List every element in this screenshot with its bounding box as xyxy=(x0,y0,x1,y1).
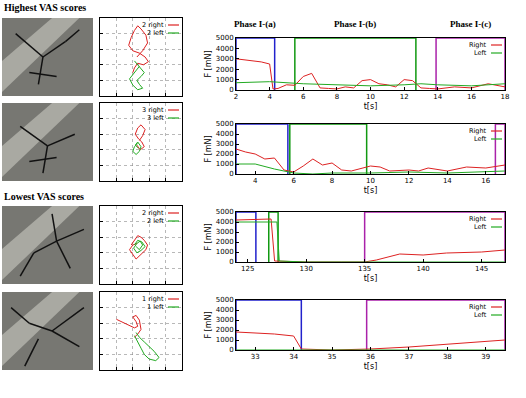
svg-text:3 right: 3 right xyxy=(142,106,164,114)
svg-text:0: 0 xyxy=(229,170,233,178)
svg-text:0: 0 xyxy=(229,258,233,266)
svg-text:Phase I-(b): Phase I-(b) xyxy=(334,19,376,29)
svg-text:Left: Left xyxy=(474,223,487,231)
svg-text:2 left: 2 left xyxy=(147,217,164,225)
svg-text:4000: 4000 xyxy=(216,306,234,314)
svg-text:34: 34 xyxy=(289,353,298,361)
svg-text:1000: 1000 xyxy=(216,336,234,344)
svg-text:10: 10 xyxy=(366,177,375,185)
svg-text:6: 6 xyxy=(291,177,296,185)
svg-text:Left: Left xyxy=(474,311,487,319)
svg-text:18: 18 xyxy=(501,93,510,101)
svg-text:5000: 5000 xyxy=(216,208,234,216)
svg-text:3000: 3000 xyxy=(216,316,234,324)
svg-text:F [mN]: F [mN] xyxy=(204,50,213,77)
svg-text:t[s]: t[s] xyxy=(364,362,378,371)
svg-text:3000: 3000 xyxy=(216,140,234,148)
svg-text:t[s]: t[s] xyxy=(364,274,378,283)
svg-text:Right: Right xyxy=(469,41,487,49)
svg-text:Phase I-(a): Phase I-(a) xyxy=(234,19,276,29)
svg-text:Highest VAS scores: Highest VAS scores xyxy=(4,2,86,13)
svg-text:3 left: 3 left xyxy=(147,114,164,122)
svg-text:Right: Right xyxy=(469,127,487,135)
svg-text:39: 39 xyxy=(481,353,490,361)
svg-text:12: 12 xyxy=(404,177,413,185)
svg-text:2 right: 2 right xyxy=(142,21,164,29)
svg-text:16: 16 xyxy=(467,93,476,101)
svg-text:2 left: 2 left xyxy=(147,29,164,37)
svg-text:1000: 1000 xyxy=(216,160,234,168)
svg-text:14: 14 xyxy=(443,177,452,185)
svg-text:Lowest VAS scores: Lowest VAS scores xyxy=(4,191,84,202)
svg-text:5000: 5000 xyxy=(216,120,234,128)
svg-text:Phase I-(c): Phase I-(c) xyxy=(450,19,491,29)
svg-text:0: 0 xyxy=(229,346,233,354)
svg-text:F [mN]: F [mN] xyxy=(204,223,213,250)
svg-text:35: 35 xyxy=(328,353,337,361)
svg-text:33: 33 xyxy=(251,353,260,361)
svg-text:2: 2 xyxy=(234,93,238,101)
svg-text:3000: 3000 xyxy=(216,55,234,63)
svg-text:Right: Right xyxy=(469,303,487,311)
svg-text:2000: 2000 xyxy=(216,66,234,74)
svg-text:135: 135 xyxy=(358,265,371,273)
svg-text:2000: 2000 xyxy=(216,150,234,158)
svg-text:F [mN]: F [mN] xyxy=(204,135,213,162)
svg-text:1000: 1000 xyxy=(216,76,234,84)
svg-text:2 right: 2 right xyxy=(142,209,164,217)
svg-text:38: 38 xyxy=(443,353,452,361)
svg-text:4000: 4000 xyxy=(216,130,234,138)
svg-text:16: 16 xyxy=(481,177,490,185)
svg-text:36: 36 xyxy=(366,353,375,361)
svg-text:F [mN]: F [mN] xyxy=(204,311,213,338)
svg-text:0: 0 xyxy=(229,86,233,94)
svg-text:Left: Left xyxy=(474,49,487,57)
svg-text:Right: Right xyxy=(469,215,487,223)
svg-text:10: 10 xyxy=(366,93,375,101)
svg-text:6: 6 xyxy=(301,93,306,101)
svg-text:t[s]: t[s] xyxy=(364,186,378,195)
svg-text:125: 125 xyxy=(241,265,254,273)
svg-text:130: 130 xyxy=(299,265,312,273)
svg-text:1 left: 1 left xyxy=(147,303,164,311)
svg-text:4000: 4000 xyxy=(216,218,234,226)
svg-text:t[s]: t[s] xyxy=(364,102,378,111)
svg-text:4000: 4000 xyxy=(216,45,234,53)
svg-text:12: 12 xyxy=(400,93,409,101)
svg-text:2000: 2000 xyxy=(216,326,234,334)
svg-text:140: 140 xyxy=(416,265,429,273)
svg-text:4: 4 xyxy=(253,177,258,185)
svg-text:3000: 3000 xyxy=(216,228,234,236)
svg-text:2000: 2000 xyxy=(216,238,234,246)
svg-text:8: 8 xyxy=(335,93,339,101)
svg-text:4: 4 xyxy=(267,93,272,101)
svg-text:145: 145 xyxy=(475,265,488,273)
svg-text:1 right: 1 right xyxy=(142,295,164,303)
svg-text:Left: Left xyxy=(474,135,487,143)
svg-text:5000: 5000 xyxy=(216,34,234,42)
svg-text:37: 37 xyxy=(404,353,413,361)
svg-text:8: 8 xyxy=(330,177,334,185)
svg-text:14: 14 xyxy=(433,93,442,101)
svg-text:1000: 1000 xyxy=(216,248,234,256)
svg-text:5000: 5000 xyxy=(216,296,234,304)
